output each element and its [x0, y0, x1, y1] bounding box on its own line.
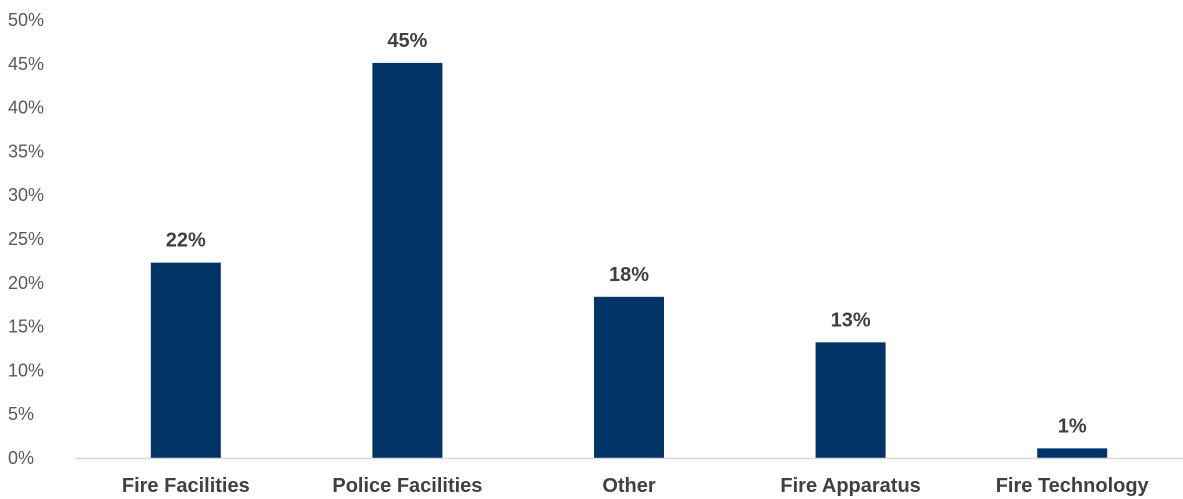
category-labels: Fire Facilities Police Facilities Other Fir…	[122, 475, 1150, 497]
x-category-label: Fire Facilities	[122, 475, 250, 497]
data-label: 13%	[831, 309, 871, 331]
x-category-label: Fire Technology	[996, 475, 1150, 497]
y-tick-label: 20%	[8, 273, 44, 293]
x-category-label: Fire Apparatus	[780, 475, 920, 497]
y-tick-label: 10%	[8, 360, 44, 380]
y-tick-label: 5%	[8, 404, 34, 424]
x-category-label: Police Facilities	[332, 475, 482, 497]
bar	[815, 342, 886, 458]
bar	[594, 296, 664, 458]
y-tick-label: 35%	[8, 141, 44, 161]
bar	[150, 262, 221, 458]
y-tick-label: 45%	[8, 54, 44, 74]
y-tick-label: 15%	[8, 317, 44, 337]
bar	[1037, 448, 1108, 458]
y-tick-label: 0%	[8, 448, 34, 468]
y-tick-label: 30%	[8, 185, 44, 205]
y-tick-label: 25%	[8, 229, 44, 249]
data-label: 18%	[609, 264, 649, 286]
x-category-label: Other	[602, 475, 656, 497]
bar	[372, 62, 443, 458]
data-labels: 22% 45% 18% 13% 1%	[166, 30, 1087, 437]
data-label: 22%	[166, 230, 206, 252]
data-label: 1%	[1058, 415, 1087, 437]
y-axis-ticks: 0% 5% 10% 15% 20% 25% 30% 35% 40% 45% 50%	[8, 10, 44, 468]
y-tick-label: 40%	[8, 98, 44, 118]
y-tick-label: 50%	[8, 10, 44, 30]
data-label: 45%	[387, 30, 427, 52]
bars	[150, 62, 1108, 458]
